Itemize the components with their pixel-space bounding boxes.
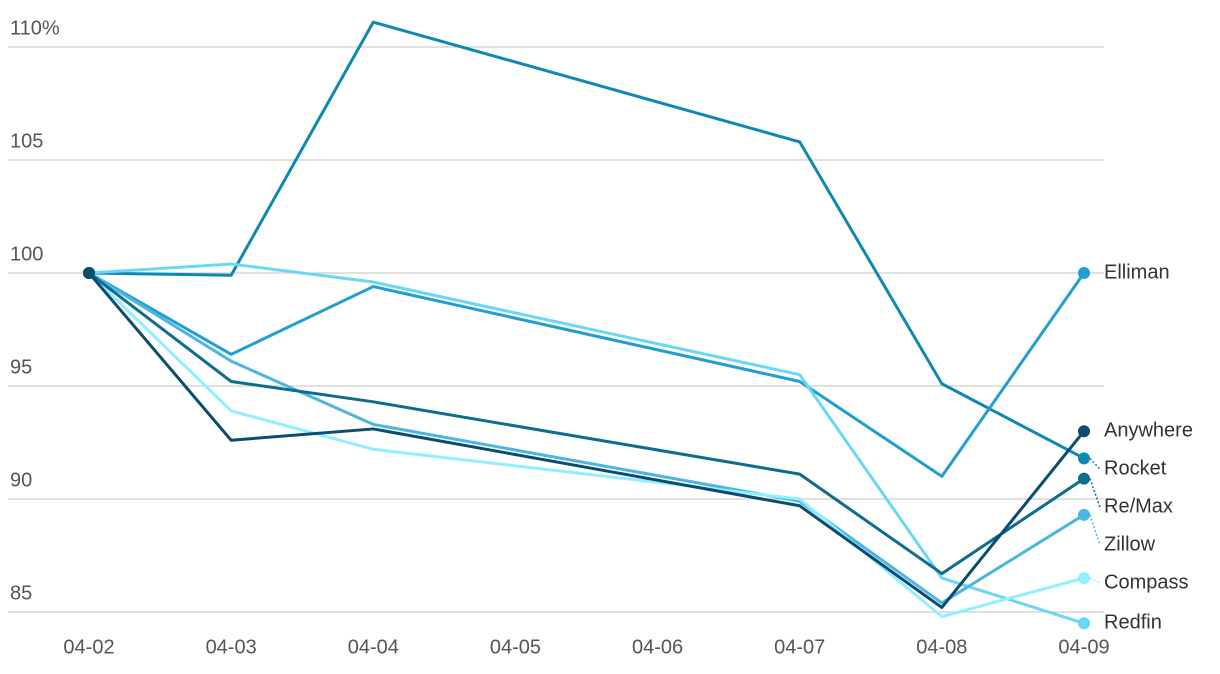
x-tick-label: 04-04	[348, 636, 399, 658]
x-tick-label: 04-05	[490, 636, 541, 658]
leader-line	[1089, 514, 1101, 546]
y-tick-label: 90	[10, 469, 32, 491]
start-dot	[83, 267, 95, 279]
line	[88, 20, 1085, 460]
x-tick-label: 04-09	[1058, 636, 1109, 658]
x-tick-label: 04-02	[63, 636, 114, 658]
leader-line	[1089, 478, 1101, 508]
end-dot	[1078, 572, 1090, 585]
end-dot	[1078, 617, 1090, 630]
x-tick-label: 04-06	[632, 636, 683, 658]
line	[88, 271, 1086, 478]
legend-label: Redfin	[1104, 612, 1162, 634]
y-tick-label: 85	[10, 582, 32, 604]
line	[88, 271, 1085, 576]
line	[88, 262, 1085, 625]
legend-label: Rocket	[1104, 457, 1167, 479]
end-dot	[1078, 452, 1090, 465]
y-tick-label: 105	[10, 130, 43, 152]
leader-line	[1089, 457, 1101, 470]
end-dot	[1078, 508, 1090, 521]
legend-label: Re/Max	[1104, 495, 1173, 517]
x-tick-label: 04-03	[206, 636, 257, 658]
line	[87, 271, 1085, 619]
end-dot	[1078, 267, 1090, 279]
x-tick-label: 04-07	[774, 636, 825, 658]
legend-label: Compass	[1104, 571, 1188, 593]
legend-label: Anywhere	[1104, 419, 1193, 441]
x-tick-label: 04-08	[916, 636, 967, 658]
y-tick-label: 95	[10, 356, 32, 378]
legend-label: Elliman	[1104, 261, 1170, 283]
y-tick-label: 100	[10, 243, 43, 265]
end-dot	[1078, 472, 1090, 485]
line	[87, 272, 1086, 609]
leader-line	[1089, 577, 1101, 584]
end-dot	[1078, 425, 1090, 438]
line	[88, 271, 1085, 605]
y-tick-label: 110%	[10, 17, 60, 39]
legend-label: Zillow	[1104, 533, 1156, 555]
